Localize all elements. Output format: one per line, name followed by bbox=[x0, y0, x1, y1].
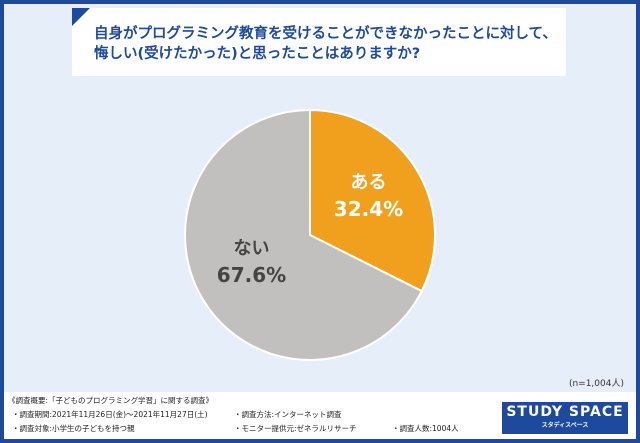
footer-method: ・調査方法:インターネット調査 bbox=[234, 410, 342, 419]
survey-footer: 《調査概要:「子どものプログラミング学習」に関する調査》 ・調査期間:2021年… bbox=[4, 392, 636, 439]
pie-slice-0 bbox=[309, 108, 436, 293]
pie-chart: ある 32.4% ない 67.6% bbox=[184, 108, 436, 361]
footer-provider: ・モニター提供元:ゼネラルリサーチ bbox=[234, 424, 357, 433]
slice-value-label: 32.4% bbox=[334, 197, 403, 221]
corner-triangle bbox=[72, 8, 90, 26]
question-box: 自身がプログラミング教育を受けることができなかったことに対して、 悔しい(受けたか… bbox=[72, 8, 566, 76]
slice-value-label: 67.6% bbox=[217, 263, 286, 287]
slice-name-label: ない bbox=[233, 238, 269, 259]
title-line1: 自身がプログラミング教育を受けることができなかったことに対して、 bbox=[94, 26, 557, 42]
question-title: 自身がプログラミング教育を受けることができなかったことに対して、 悔しい(受けたか… bbox=[94, 24, 557, 64]
logo-kana: スタディスペース bbox=[541, 422, 589, 429]
title-line2: 悔しい(受けたかった)と思ったことはありますか? bbox=[94, 46, 421, 62]
footer-period: ・調査期間:2021年11月26日(金)〜2021年11月27日(土) bbox=[12, 410, 208, 419]
slice-name-label: ある bbox=[351, 172, 387, 193]
pie-slice-1 bbox=[184, 108, 424, 361]
frame: ある 32.4% ない 67.6% 自身がプログラミング教育を受けることができなかった… bbox=[4, 4, 636, 439]
footer-count: ・調査人数:1004人 bbox=[392, 424, 459, 433]
sample-size: (n=1,004人) bbox=[568, 379, 624, 389]
footer-heading: 《調査概要:「子どものプログラミング学習」に関する調査》 bbox=[8, 396, 214, 405]
study-space-logo: STUDY SPACE スタディスペース bbox=[502, 402, 628, 434]
footer-target: ・調査対象:小学生の子どもを持つ親 bbox=[12, 424, 135, 433]
logo-name: STUDY SPACE bbox=[506, 404, 624, 420]
